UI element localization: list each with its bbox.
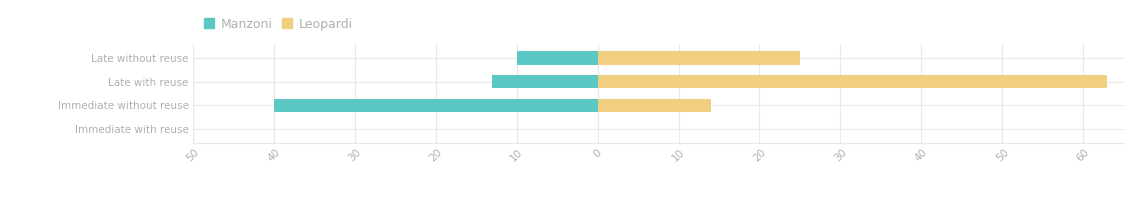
Bar	[493, 75, 598, 88]
Bar	[598, 99, 711, 112]
Bar	[516, 52, 598, 64]
Bar	[598, 52, 800, 64]
Legend: Manzoni, Leopardi: Manzoni, Leopardi	[200, 13, 358, 36]
Bar	[598, 75, 1108, 88]
Bar	[274, 99, 598, 112]
